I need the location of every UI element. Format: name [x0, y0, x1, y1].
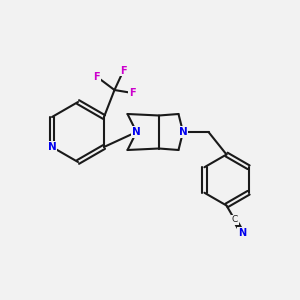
Text: F: F	[129, 88, 136, 98]
Text: N: N	[178, 127, 188, 137]
Text: F: F	[120, 65, 127, 76]
Text: F: F	[93, 71, 100, 82]
Text: N: N	[238, 228, 246, 238]
Text: C: C	[232, 215, 238, 224]
Text: N: N	[48, 142, 56, 152]
Text: N: N	[132, 127, 141, 137]
